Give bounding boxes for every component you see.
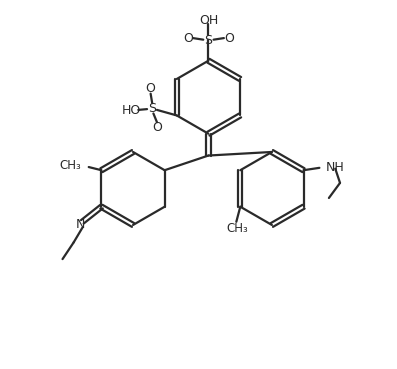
Text: OH: OH: [200, 14, 219, 27]
Text: O: O: [183, 32, 193, 45]
Text: S: S: [204, 34, 212, 46]
Text: N: N: [76, 218, 85, 231]
Text: O: O: [152, 121, 162, 134]
Text: CH₃: CH₃: [226, 223, 248, 235]
Text: CH₃: CH₃: [60, 159, 81, 172]
Text: O: O: [224, 32, 234, 45]
Text: O: O: [146, 82, 156, 95]
Text: HO: HO: [122, 104, 141, 117]
Text: NH: NH: [326, 161, 345, 173]
Text: S: S: [148, 102, 156, 115]
